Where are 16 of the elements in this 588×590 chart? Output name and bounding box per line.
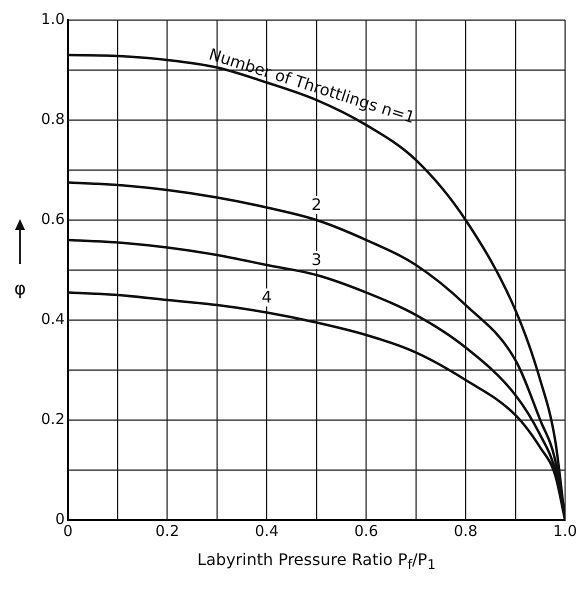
y-tick-label: 0.6 [40,210,65,228]
y-axis-title: φ [14,278,26,300]
y-tick-label: 0.2 [40,410,65,428]
y-tick-label: 0.8 [40,110,65,128]
x-tick-label: 0.4 [254,522,279,540]
y-tick-label: 1.0 [40,10,65,28]
x-tick-label: 0.8 [454,522,478,540]
x-tick-label: 1.0 [553,522,577,540]
x-tick-label: 0.2 [155,522,180,540]
series-label: 4 [262,288,272,307]
y-tick-label: 0.4 [40,310,65,328]
series-label: 2 [311,195,322,214]
y-tick-label: 0 [55,510,65,528]
series-label: 3 [311,250,322,270]
x-axis-title: Labyrinth Pressure Ratio P$_{f}$/P$_{1}$ [196,550,437,574]
x-tick-label: 0.6 [354,522,378,540]
